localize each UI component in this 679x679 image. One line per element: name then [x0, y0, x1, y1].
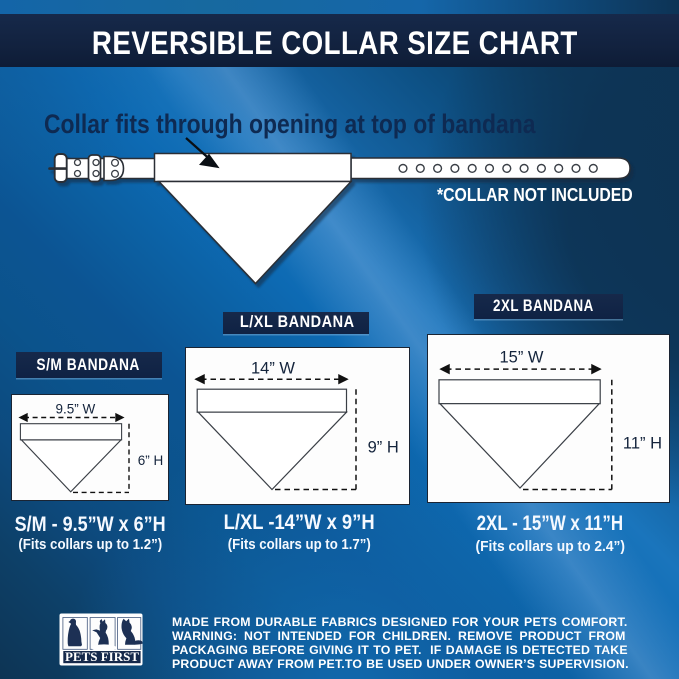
svg-text:14” W: 14” W — [251, 360, 295, 378]
svg-text:9.5” W: 9.5” W — [56, 401, 96, 416]
svg-text:PETS FIRST: PETS FIRST — [65, 650, 139, 664]
svg-text:6” H: 6” H — [138, 453, 164, 468]
svg-text:9” H: 9” H — [368, 438, 399, 456]
svg-text:11” H: 11” H — [623, 434, 662, 452]
svg-text:15” W: 15” W — [499, 349, 543, 367]
